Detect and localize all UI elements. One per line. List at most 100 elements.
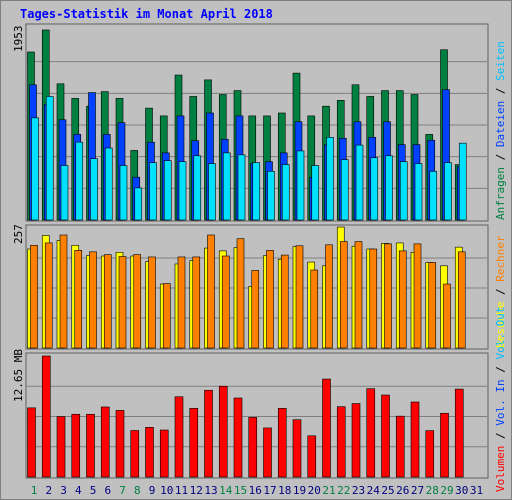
bar-seiten	[414, 163, 423, 221]
bar-seiten	[208, 163, 216, 221]
bar-seiten	[399, 161, 408, 221]
bar-volumen	[440, 412, 449, 478]
bar-seiten	[237, 154, 246, 221]
bar-rechner	[398, 250, 407, 349]
bar-rechner	[44, 242, 53, 349]
bar-rechner	[354, 241, 363, 349]
bar-seiten	[193, 155, 202, 221]
day-label: 1	[31, 484, 38, 497]
bar-volumen	[189, 408, 199, 478]
day-label: 8	[134, 484, 141, 497]
bar-rechner	[266, 250, 274, 349]
bar-volumen	[307, 435, 317, 478]
bar-rechner	[59, 234, 68, 349]
visits-max-label: 257	[12, 224, 25, 244]
day-label: 26	[396, 484, 409, 497]
day-axis-labels: 1 2 3 4 5 6 7 8 9 10 11 12 13 14 15 16 17 18 19 20 21 22 23 24 2…	[31, 484, 483, 497]
bar-seiten	[444, 162, 452, 221]
day-label: 4	[75, 484, 82, 497]
bar-seiten	[252, 162, 261, 221]
visits-legend: Besuche / Rechner	[494, 235, 507, 348]
bar-volumen	[336, 406, 346, 478]
bar-seiten	[222, 152, 231, 221]
bar-volumen	[115, 410, 125, 478]
bar-seiten	[340, 159, 349, 221]
legend-part: /	[494, 282, 507, 302]
bar-rechner	[339, 241, 348, 349]
bar-rechner	[74, 250, 83, 349]
bar-rechner	[325, 244, 333, 349]
bar-volumen	[292, 419, 302, 478]
bar-seiten	[75, 141, 84, 221]
day-label: 15	[234, 484, 247, 497]
day-label: 13	[204, 484, 217, 497]
legend-part: Anfragen	[494, 167, 507, 220]
bar-seiten	[281, 164, 290, 221]
bar-volumen	[410, 401, 420, 478]
bar-rechner	[384, 243, 392, 349]
bar-volumen	[56, 416, 66, 478]
bar-seiten	[267, 171, 275, 221]
bar-rechner	[221, 255, 230, 349]
legend-part: /	[494, 360, 507, 380]
bar-volumen	[145, 427, 154, 478]
bar-rechner	[118, 256, 127, 349]
bar-rechner	[443, 283, 451, 349]
day-label: 21	[322, 484, 335, 497]
bar-rechner	[162, 283, 171, 349]
bar-seiten	[385, 155, 393, 221]
day-label: 19	[293, 484, 306, 497]
bar-seiten	[31, 117, 39, 221]
bar-volumen	[395, 415, 405, 478]
legend-part: /	[494, 426, 507, 446]
bar-seiten	[326, 137, 334, 221]
bar-rechner	[280, 254, 289, 349]
bar-seiten	[178, 161, 187, 221]
day-label: 28	[426, 484, 439, 497]
day-label: 2	[45, 484, 52, 497]
chart-title: Tages-Statistik im Monat April 2018	[20, 7, 273, 21]
day-label: 24	[367, 484, 381, 497]
legend-part: Vol. In	[494, 379, 507, 425]
bar-rechner	[133, 254, 142, 349]
day-label: 20	[308, 484, 321, 497]
bar-volumen	[263, 427, 272, 478]
bar-volumen	[454, 388, 464, 478]
volume-legend: Volumen / Vol. In / Vol. Out	[494, 307, 507, 492]
bar-seiten	[45, 96, 54, 221]
bar-seiten	[311, 165, 320, 221]
bar-rechner	[236, 238, 245, 349]
bar-rechner	[251, 270, 260, 349]
bar-volumen	[204, 389, 213, 478]
legend-part: Vol. Out	[494, 307, 507, 360]
bar-volumen	[381, 394, 390, 478]
bar-seiten	[429, 171, 438, 221]
day-label: 22	[337, 484, 350, 497]
bar-volumen	[71, 413, 81, 478]
bar-seiten	[60, 165, 69, 221]
bar-volumen	[41, 355, 51, 478]
bar-volumen	[27, 407, 36, 478]
day-label: 16	[249, 484, 262, 497]
bar-rechner	[30, 244, 38, 349]
bar-rechner	[207, 234, 215, 349]
bar-seiten	[163, 160, 172, 221]
requests-legend: Anfragen / Dateien / Seiten	[494, 41, 507, 220]
bar-rechner	[103, 254, 112, 349]
volume-max-label: 12.65 MB	[12, 349, 25, 402]
legend-part: Rechner	[494, 235, 507, 282]
day-label: 9	[149, 484, 156, 497]
bar-rechner	[192, 256, 201, 349]
bar-rechner	[428, 262, 437, 349]
bar-rechner	[369, 248, 378, 349]
legend-part: Seiten	[494, 41, 507, 81]
bar-seiten	[104, 147, 113, 221]
day-label: 11	[175, 484, 188, 497]
bar-marks	[27, 29, 487, 478]
bar-seiten	[134, 187, 143, 221]
bar-volumen	[425, 430, 435, 478]
day-label: 23	[352, 484, 365, 497]
bar-seiten	[458, 142, 467, 221]
